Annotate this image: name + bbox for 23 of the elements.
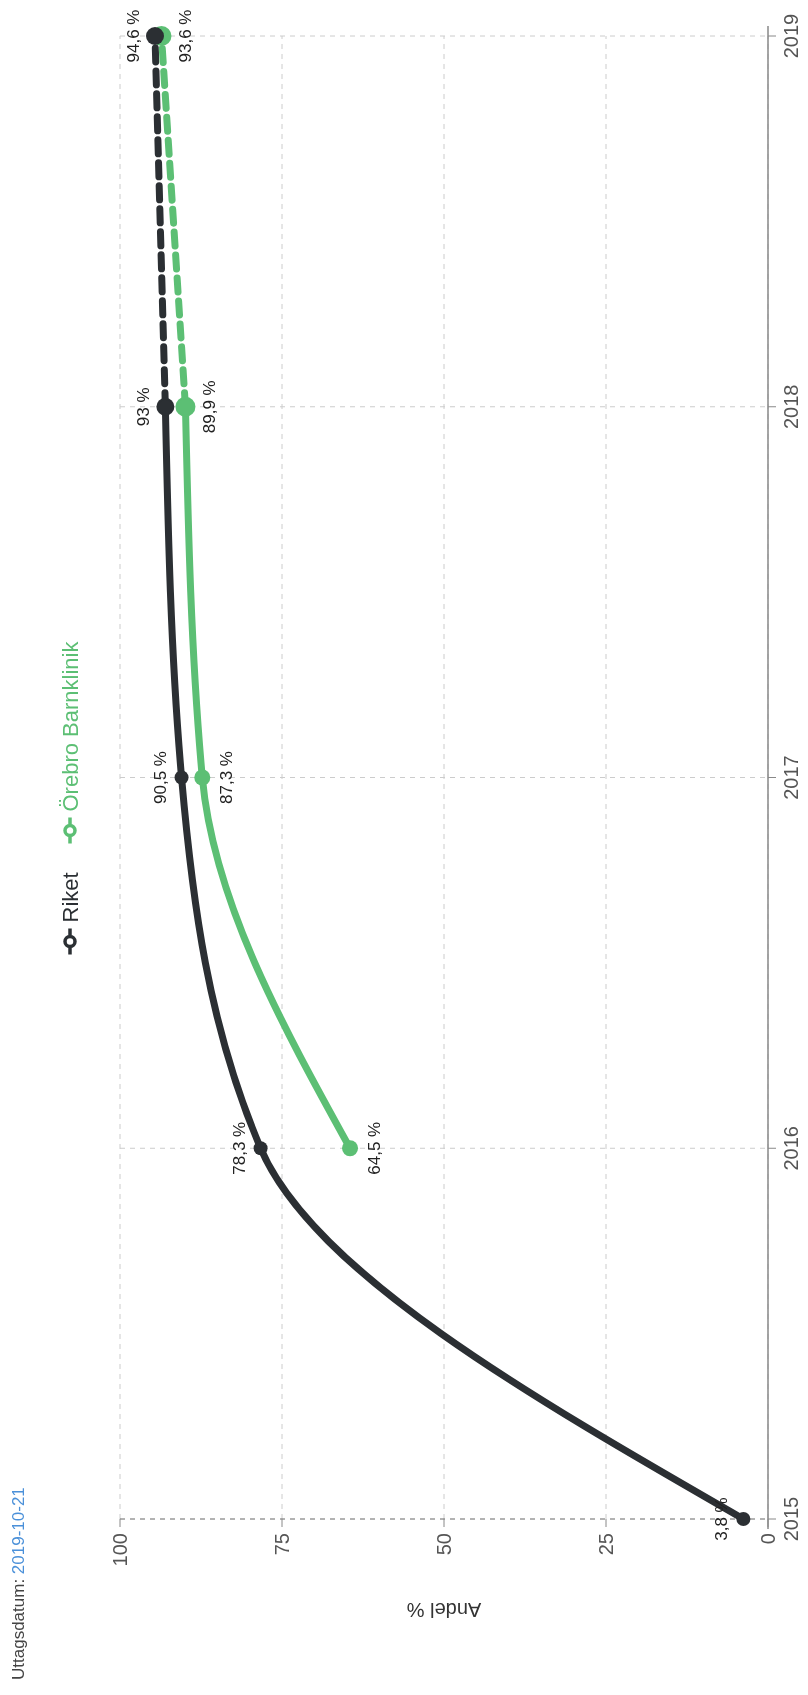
x-tick-label: 0 [757, 1533, 779, 1545]
y-tick-label: 2016 [780, 1126, 802, 1171]
x-tick-label: 25 [595, 1533, 617, 1556]
text: Örebro Barnklinik [58, 640, 83, 812]
data-label: 87,3 % [217, 751, 237, 804]
y-tick-label: 2019 [780, 13, 802, 59]
text: Riket [58, 872, 83, 923]
data-label: 93 % [134, 387, 154, 427]
data-label: 89,9 % [200, 380, 220, 434]
y-tick-label: 2018 [780, 384, 802, 429]
text: Uttagsdatum: 2019-10-21 [9, 1487, 28, 1680]
x-tick-label: 75 [271, 1533, 293, 1556]
data-label: 78,3 % [229, 1121, 249, 1175]
y-tick-label: 2015 [780, 1496, 802, 1542]
data-label: 94,6 % [123, 9, 143, 63]
data-label: 90,5 % [150, 751, 170, 804]
data-label: 64,5 % [365, 1121, 385, 1175]
x-tick-label: 100 [109, 1533, 131, 1567]
y-tick-label: 2017 [780, 755, 802, 800]
data-label: 3,8 % [712, 1497, 732, 1541]
x-tick-label: 50 [433, 1533, 455, 1556]
data-label: 93,6 % [176, 9, 196, 63]
x-axis-title: Andel % [406, 1599, 482, 1621]
